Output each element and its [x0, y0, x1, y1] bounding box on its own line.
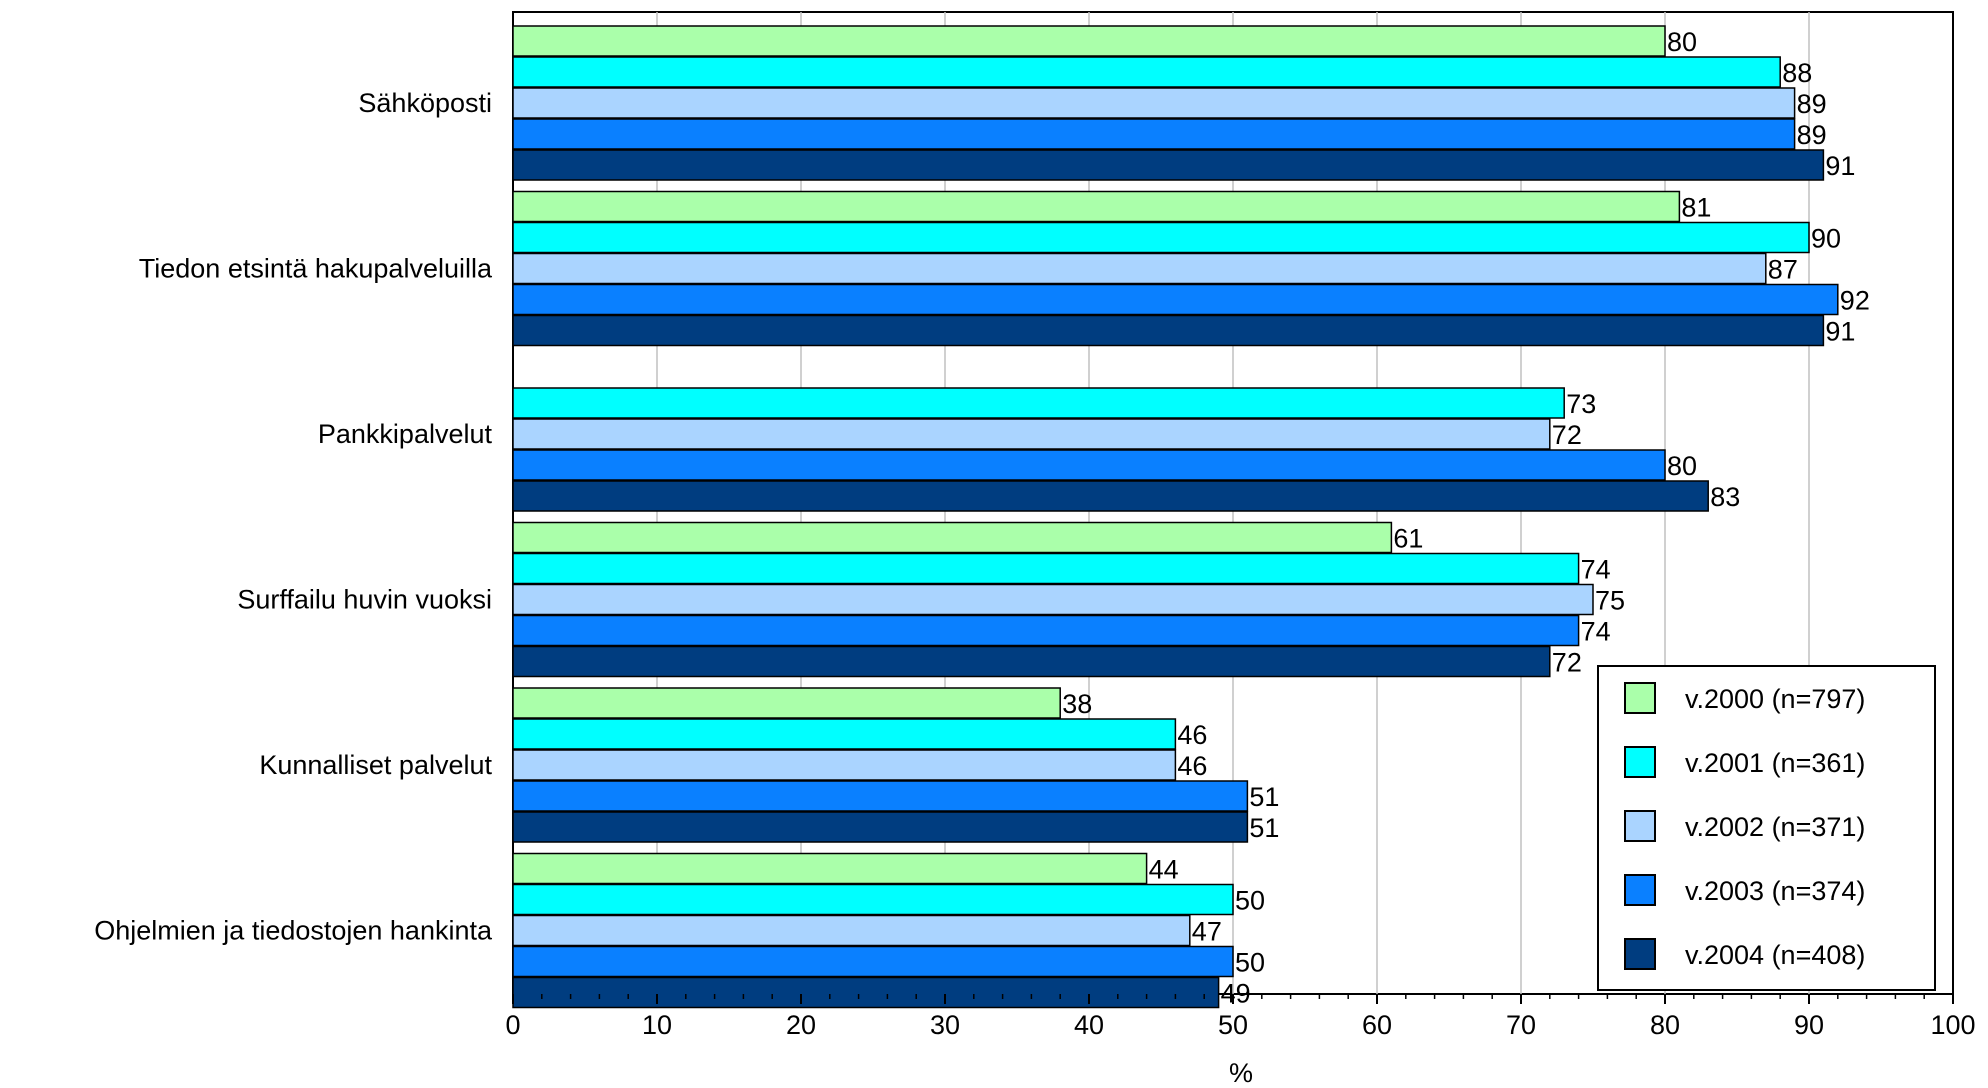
bar-value-label: 87 — [1768, 255, 1798, 285]
legend: v.2000 (n=797) v.2001 (n=361) v.2002 (n=37… — [1597, 665, 1936, 991]
x-tick-label: 40 — [1074, 1010, 1104, 1040]
bar — [512, 687, 1061, 719]
bar-value-label: 50 — [1235, 948, 1265, 978]
bar — [512, 583, 1594, 616]
legend-swatch — [1624, 682, 1656, 714]
bar-value-label: 89 — [1797, 89, 1827, 119]
x-axis-label: % — [1229, 1058, 1253, 1088]
bar — [512, 480, 1709, 512]
bar — [512, 56, 1781, 88]
bar-value-label: 89 — [1797, 120, 1827, 150]
legend-label: v.2001 (n=361) — [1685, 748, 1865, 778]
legend-label: v.2003 (n=374) — [1685, 876, 1865, 906]
bar — [512, 190, 1681, 223]
bar — [512, 883, 1234, 916]
bar — [512, 252, 1767, 285]
bar-value-label: 75 — [1595, 586, 1625, 616]
bar-value-label: 81 — [1681, 193, 1711, 223]
bar-value-label: 72 — [1552, 648, 1582, 678]
bar — [512, 614, 1580, 647]
bar-value-label: 90 — [1811, 224, 1841, 254]
x-tick-label: 100 — [1930, 1010, 1975, 1040]
bar-value-label: 80 — [1667, 27, 1697, 57]
bar — [512, 976, 1220, 1009]
bar — [512, 749, 1177, 781]
legend-swatch — [1624, 746, 1656, 778]
bar-value-label: 74 — [1581, 555, 1611, 585]
bar-value-label: 38 — [1062, 689, 1092, 719]
legend-swatch — [1624, 874, 1656, 906]
bar-value-label: 83 — [1710, 482, 1740, 512]
bar — [512, 645, 1551, 678]
bar-value-label: 46 — [1177, 720, 1207, 750]
bar-value-label: 51 — [1249, 782, 1279, 812]
bar-value-label: 72 — [1552, 420, 1582, 450]
bar-value-label: 80 — [1667, 451, 1697, 481]
bar — [512, 149, 1825, 181]
category-label: Ohjelmien ja tiedostojen hankinta — [94, 916, 493, 946]
legend-swatch — [1624, 810, 1656, 842]
x-tick-label: 90 — [1794, 1010, 1824, 1040]
bars — [512, 25, 1839, 1009]
bar — [512, 25, 1666, 57]
bar-value-label: 91 — [1825, 317, 1855, 347]
bar-value-label: 88 — [1782, 58, 1812, 88]
bar-value-label: 92 — [1840, 286, 1870, 316]
bar — [512, 914, 1191, 947]
bar — [512, 118, 1796, 150]
x-tick-label: 10 — [642, 1010, 672, 1040]
x-tick-label: 50 — [1218, 1010, 1248, 1040]
legend-label: v.2002 (n=371) — [1685, 812, 1865, 842]
x-tick-label: 20 — [786, 1010, 816, 1040]
axes: Sähköposti Tiedon etsintä hakupalveluilla… — [94, 88, 1975, 1040]
bar — [512, 221, 1810, 254]
bar — [512, 449, 1666, 481]
category-label: Surffailu huvin vuoksi — [237, 585, 492, 615]
bar — [512, 811, 1249, 843]
bar-value-label: 91 — [1825, 151, 1855, 181]
bar — [512, 552, 1580, 585]
bar-value-label: 51 — [1249, 813, 1279, 843]
bar-value-label: 74 — [1581, 617, 1611, 647]
bar-value-label: 44 — [1149, 855, 1179, 885]
bar — [512, 314, 1825, 347]
bar — [512, 945, 1234, 978]
category-label: Sähköposti — [358, 88, 492, 118]
bar — [512, 387, 1565, 419]
bar — [512, 521, 1393, 554]
bar — [512, 418, 1551, 450]
category-label: Pankkipalvelut — [318, 419, 493, 449]
bar-value-label: 46 — [1177, 751, 1207, 781]
bar-value-label: 50 — [1235, 886, 1265, 916]
bar-value-label: 73 — [1566, 389, 1596, 419]
bar — [512, 780, 1249, 812]
legend-swatch — [1624, 938, 1656, 970]
bar-value-label: 49 — [1221, 979, 1251, 1009]
x-tick-label: 60 — [1362, 1010, 1392, 1040]
bar — [512, 283, 1839, 316]
category-label: Kunnalliset palvelut — [259, 750, 492, 780]
category-label: Tiedon etsintä hakupalveluilla — [139, 254, 493, 284]
x-tick-label: 30 — [930, 1010, 960, 1040]
bar — [512, 852, 1148, 885]
bar-value-label: 61 — [1393, 524, 1423, 554]
bar-value-label: 47 — [1192, 917, 1222, 947]
legend-label: v.2004 (n=408) — [1685, 940, 1865, 970]
bar — [512, 87, 1796, 119]
x-tick-label: 70 — [1506, 1010, 1536, 1040]
x-tick-label: 80 — [1650, 1010, 1680, 1040]
x-tick-label: 0 — [505, 1010, 520, 1040]
data-labels: 8088898991819087929173728083617475747238… — [1062, 27, 1870, 1009]
legend-label: v.2000 (n=797) — [1685, 684, 1865, 714]
bar — [512, 718, 1177, 750]
